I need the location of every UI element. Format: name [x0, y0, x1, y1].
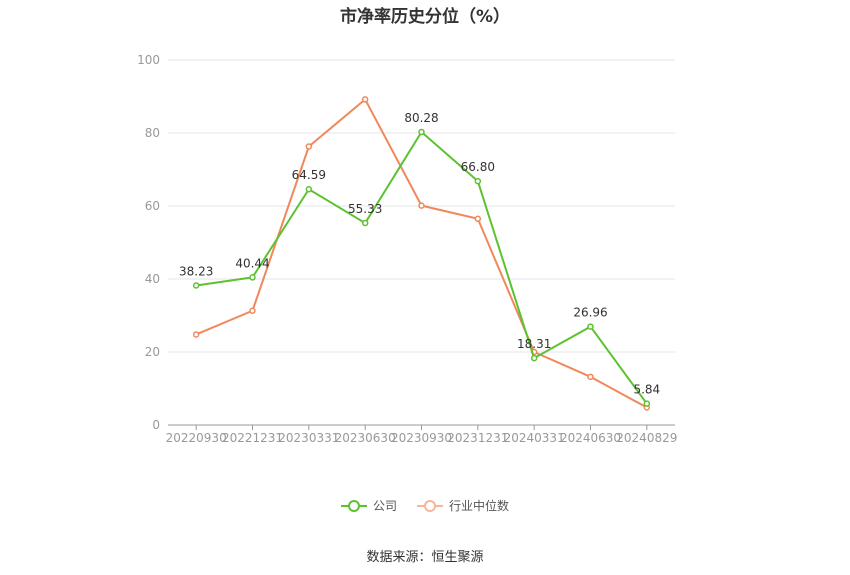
data-label-company: 18.31 — [517, 337, 551, 351]
x-tick-label: 20240331 — [504, 431, 565, 445]
data-label-company: 55.33 — [348, 202, 382, 216]
label-layer: 38.23 40.44 64.59 55.33 80.28 66.80 18.31 26.96… — [179, 111, 660, 397]
legend: 公司 行业中位数 — [0, 497, 850, 514]
data-point-industry-median — [249, 307, 256, 315]
y-tick-label: 100 — [137, 53, 160, 67]
data-label-company: 64.59 — [292, 168, 326, 182]
x-tick-label: 20221231 — [222, 431, 283, 445]
data-point-company — [530, 354, 538, 362]
data-point-industry-median — [418, 202, 425, 209]
x-tick-label: 20240829 — [616, 431, 677, 445]
x-tick-label: 20220930 — [166, 431, 227, 445]
x-tick-label: 20240630 — [560, 431, 621, 445]
x-tick-label: 20230331 — [278, 431, 339, 445]
data-label-company: 5.84 — [633, 383, 660, 397]
data-point-industry-median — [474, 215, 482, 223]
y-tick-label: 80 — [145, 126, 160, 140]
data-point-company — [305, 185, 313, 193]
y-tick-label: 20 — [145, 345, 160, 359]
legend-label-industry-median: 行业中位数 — [449, 499, 510, 513]
series-line-industry-median — [195, 98, 648, 409]
data-point-industry-median — [305, 143, 313, 150]
data-label-company: 80.28 — [404, 111, 438, 125]
y-tick-label: 0 — [152, 418, 160, 432]
legend-item-company[interactable]: 公司 — [340, 497, 397, 514]
data-label-company: 66.80 — [461, 160, 495, 174]
data-point-industry-median — [192, 331, 200, 338]
axis-layer: 0204060801002022093020221231202303312023… — [137, 53, 677, 445]
data-point-company — [192, 282, 200, 289]
data-point-company — [474, 177, 482, 185]
data-point-industry-median — [587, 373, 594, 381]
data-label-company: 40.44 — [235, 256, 269, 270]
x-tick-label: 20230930 — [391, 431, 452, 445]
data-label-company: 26.96 — [573, 306, 607, 320]
x-tick-label: 20231231 — [447, 431, 508, 445]
y-tick-label: 60 — [145, 199, 160, 213]
data-point-industry-median — [361, 96, 369, 103]
legend-swatch-industry-median — [417, 499, 443, 513]
chart-title: 市净率历史分位（%） — [339, 7, 511, 27]
legend-label-company: 公司 — [372, 499, 397, 513]
data-point-company — [418, 128, 425, 136]
y-tick-label: 40 — [145, 272, 160, 286]
x-tick-label: 20230630 — [335, 431, 396, 445]
data-point-company — [249, 274, 256, 281]
data-point-company — [587, 323, 594, 330]
data-label-company: 38.23 — [179, 264, 213, 278]
data-point-company — [643, 400, 651, 407]
data-point-company — [361, 219, 369, 227]
series-layer — [192, 96, 651, 411]
legend-swatch-company — [340, 499, 367, 513]
legend-item-industry-median[interactable]: 行业中位数 — [417, 497, 509, 514]
data-source-note: 数据来源：恒生聚源 — [366, 550, 484, 565]
